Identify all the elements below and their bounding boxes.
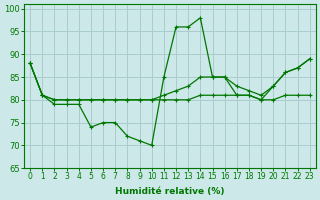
X-axis label: Humidité relative (%): Humidité relative (%): [115, 187, 225, 196]
